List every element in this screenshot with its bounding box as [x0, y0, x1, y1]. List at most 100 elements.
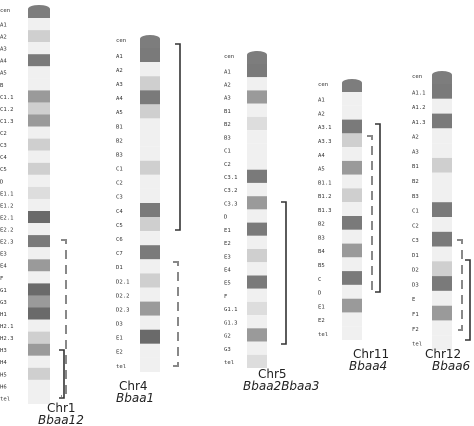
chr1-band-C2 [28, 126, 50, 139]
chr1-band-label: C3 [0, 143, 7, 149]
chr1-band-E3 [28, 247, 50, 260]
chr4-band-C2 [140, 174, 160, 189]
chr1-locus: Bbaa12 [38, 413, 84, 426]
chr11-band-A2 [342, 105, 362, 120]
chr4-name: Chr4 [119, 379, 148, 393]
chr5-band-C3-3 [247, 196, 267, 210]
chr1-band-H2-3 [28, 331, 50, 344]
chr4-band-label: D2.3 [116, 307, 129, 313]
chr11-band-label: A4 [318, 153, 325, 159]
chr4-band-label: D3 [116, 322, 123, 328]
chr1-band-D [28, 174, 50, 187]
caption-layer: Chr1 Bbaa12 Chr4 Bbaa1 Chr5 Bbaa2Bbaa3 C… [38, 347, 471, 426]
chr12-band-label: C1 [412, 209, 419, 215]
chr1-band-label: H4 [0, 360, 7, 366]
chr1-band-C1-3 [28, 114, 50, 127]
chr4-band-A2 [140, 62, 160, 77]
chr4-band-label: E1 [116, 336, 123, 342]
chr4-band-label: D2.2 [116, 293, 129, 299]
chr5-band-label: E3 [224, 254, 231, 260]
chr5-band-label: tel [224, 360, 234, 366]
chr1-band-H1 [28, 307, 50, 320]
chromosome-layer: cen A1 A2 A3 A4 A5 B C1.1 C1.2 C1.3 C2 C3 C4 C5 D E1.1 E… [0, 5, 471, 404]
chr5-band-label: E2 [224, 241, 231, 247]
chr1-band-label: C5 [0, 167, 7, 173]
chr5-band-label: C3.2 [224, 188, 237, 194]
chr11-band-label: B2 [318, 222, 325, 228]
chr11-band-B1-3 [342, 202, 362, 216]
chr11-band-label: E2 [318, 318, 325, 324]
chr11-name: Chr11 [353, 347, 389, 361]
chr4-band-label: A3 [116, 82, 123, 88]
chr5-band-B3 [247, 130, 267, 144]
chr1-band-label: E4 [0, 264, 7, 270]
chr12-band-F1 [432, 305, 452, 321]
chr1-band-A3 [28, 42, 50, 55]
chr1-band-H5 [28, 367, 50, 380]
chr11-band-B1-2 [342, 188, 362, 203]
chr1-band-H4 [28, 355, 50, 368]
chr4-band-D3 [140, 315, 160, 330]
chr5-band-E2 [247, 235, 267, 249]
chr11-band-label: B5 [318, 263, 325, 269]
chr5-band-label: E1 [224, 228, 231, 234]
chr11-band-B4 [342, 243, 362, 258]
chr4-band-B1 [140, 118, 160, 133]
chr11-band-B2 [342, 216, 362, 230]
chr12-band-C2 [432, 217, 452, 232]
chr11-band-label: A1 [318, 98, 325, 104]
chr5-band-F [247, 288, 267, 302]
chr12-band-label: D2 [412, 268, 419, 274]
chr5-band-label: cen [224, 54, 234, 60]
chr12-locus: Bbaa6 [432, 359, 471, 373]
chr1-band-label: A4 [0, 59, 7, 65]
chr1-band-label: C4 [0, 155, 7, 161]
chr12-ideogram: cen A1.1 A1.2 A1.3 A2 A3 B1 B2 B3 C1 C2 C3 D1 D2 D3 E F1… [412, 71, 471, 350]
chr12-band-E [432, 290, 452, 306]
chr1-band-C1-2 [28, 102, 50, 115]
chr4-band-label: B3 [116, 153, 123, 159]
chr4-bracket-solid [175, 43, 181, 231]
chr12-name: Chr12 [425, 347, 461, 361]
chr1-band-label: A3 [0, 47, 7, 53]
chr11-bracket-solid [375, 123, 381, 293]
chr5-band-C1 [247, 143, 267, 157]
chr11-band-B1-1 [342, 174, 362, 189]
chr5-band-E3 [247, 249, 267, 263]
chr12-band-label: F2 [412, 327, 419, 333]
chr4-band-label: C4 [116, 209, 123, 215]
chr4-band-E2 [140, 343, 160, 358]
chr4-band-A5 [140, 104, 160, 119]
chr1-band-label: H2.3 [0, 336, 13, 342]
chr11-band-label: tel [318, 332, 328, 338]
chr5-band-A2 [247, 77, 267, 91]
chr5-band-B1 [247, 103, 267, 117]
chr11-band-label: A3.3 [318, 139, 331, 145]
chr5-band-label: G3 [224, 347, 231, 353]
chr12-band-A1-1 [432, 84, 452, 99]
chr12-band-A2 [432, 128, 452, 144]
chr11-band-label: D [318, 291, 322, 297]
chr12-band-label: C2 [412, 223, 419, 229]
chr5-bracket-solid [281, 201, 287, 345]
chr5-band-E1 [247, 222, 267, 236]
chr11-band-A3-3 [342, 133, 362, 148]
chr5-band-C3-1 [247, 169, 267, 183]
chr1-bracket-solid [59, 349, 65, 399]
chr4-bracket-dashed [173, 261, 179, 367]
chr5-band-label: G1.1 [224, 307, 237, 313]
chr11-band-label: B3 [318, 235, 325, 241]
chr12-band-label: A1.1 [412, 90, 425, 96]
chr4-band-label: tel [116, 364, 126, 370]
chr12-bracket-dashed [457, 239, 463, 331]
chr4-band-C4 [140, 203, 160, 218]
chr5-band-label: C3.3 [224, 201, 237, 207]
chr5-band-D [247, 209, 267, 223]
chr5-band-A3 [247, 90, 267, 104]
chr11-band-label: cen [318, 82, 328, 88]
chr4-band-C5 [140, 217, 160, 232]
chr5-band-label: B1 [224, 109, 231, 115]
chr12-band-label: F1 [412, 312, 419, 318]
chr1-band-E2-2 [28, 223, 50, 236]
chr12-band-label: E [412, 297, 416, 303]
